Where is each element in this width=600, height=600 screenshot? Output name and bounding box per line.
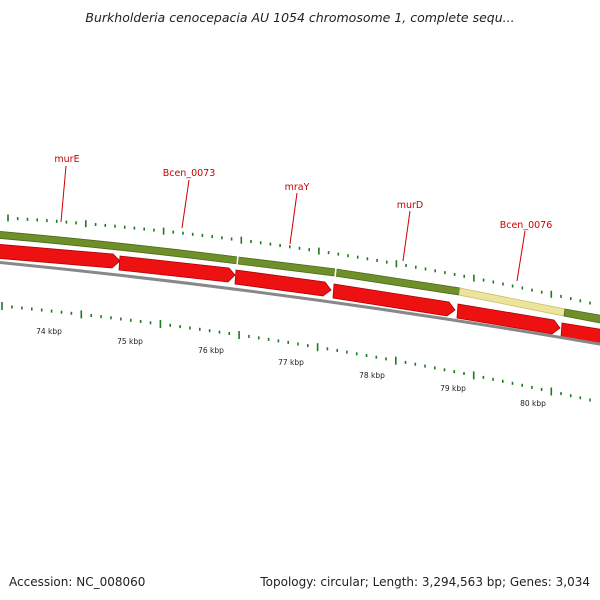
kbp-label: 77 kbp [278, 358, 304, 367]
gene-label-bcen-0073[interactable]: Bcen_0073 [163, 168, 216, 179]
inner-scale-ticks [7, 214, 591, 305]
gene-label-mraY[interactable]: mraY [285, 182, 310, 193]
gene-label-murD[interactable]: murD [397, 200, 424, 211]
leader-line [516, 230, 526, 282]
gene-track [0, 231, 600, 324]
leader-line [60, 165, 67, 223]
outer-scale-ticks [1, 302, 591, 402]
cds-arrow-1[interactable] [0, 244, 121, 269]
leader-line [289, 192, 298, 245]
kbp-label: 75 kbp [117, 337, 143, 346]
kbp-label: 74 kbp [36, 327, 62, 336]
gene-segment-4[interactable] [563, 308, 600, 324]
kbp-label: 79 kbp [440, 384, 466, 393]
topology-summary: Topology: circular; Length: 3,294,563 bp… [260, 575, 590, 589]
cds-arrow-2[interactable] [118, 255, 236, 283]
gene-label-bcen-0076[interactable]: Bcen_0076 [500, 220, 553, 231]
accession-text: Accession: NC_008060 [9, 575, 146, 589]
kbp-scale-labels: 74 kbp 75 kbp 76 kbp 77 kbp 78 kbp 79 kb… [36, 327, 546, 408]
chromosome-backbone [0, 260, 600, 346]
leader-line [402, 210, 411, 262]
cds-track [0, 244, 600, 344]
gene-label-layer: murE Bcen_0073 mraY murD Bcen_0076 [54, 154, 553, 282]
cds-arrow-4[interactable] [332, 283, 456, 317]
kbp-label: 80 kbp [520, 399, 546, 408]
cds-arrow-5[interactable] [456, 303, 561, 335]
leader-line [181, 179, 190, 229]
gene-label-murE[interactable]: murE [54, 154, 79, 165]
kbp-label: 78 kbp [359, 371, 385, 380]
sequence-title: Burkholderia cenocepacia AU 1054 chromos… [85, 10, 515, 25]
kbp-label: 76 kbp [198, 346, 224, 355]
cds-arrow-3[interactable] [234, 269, 332, 297]
